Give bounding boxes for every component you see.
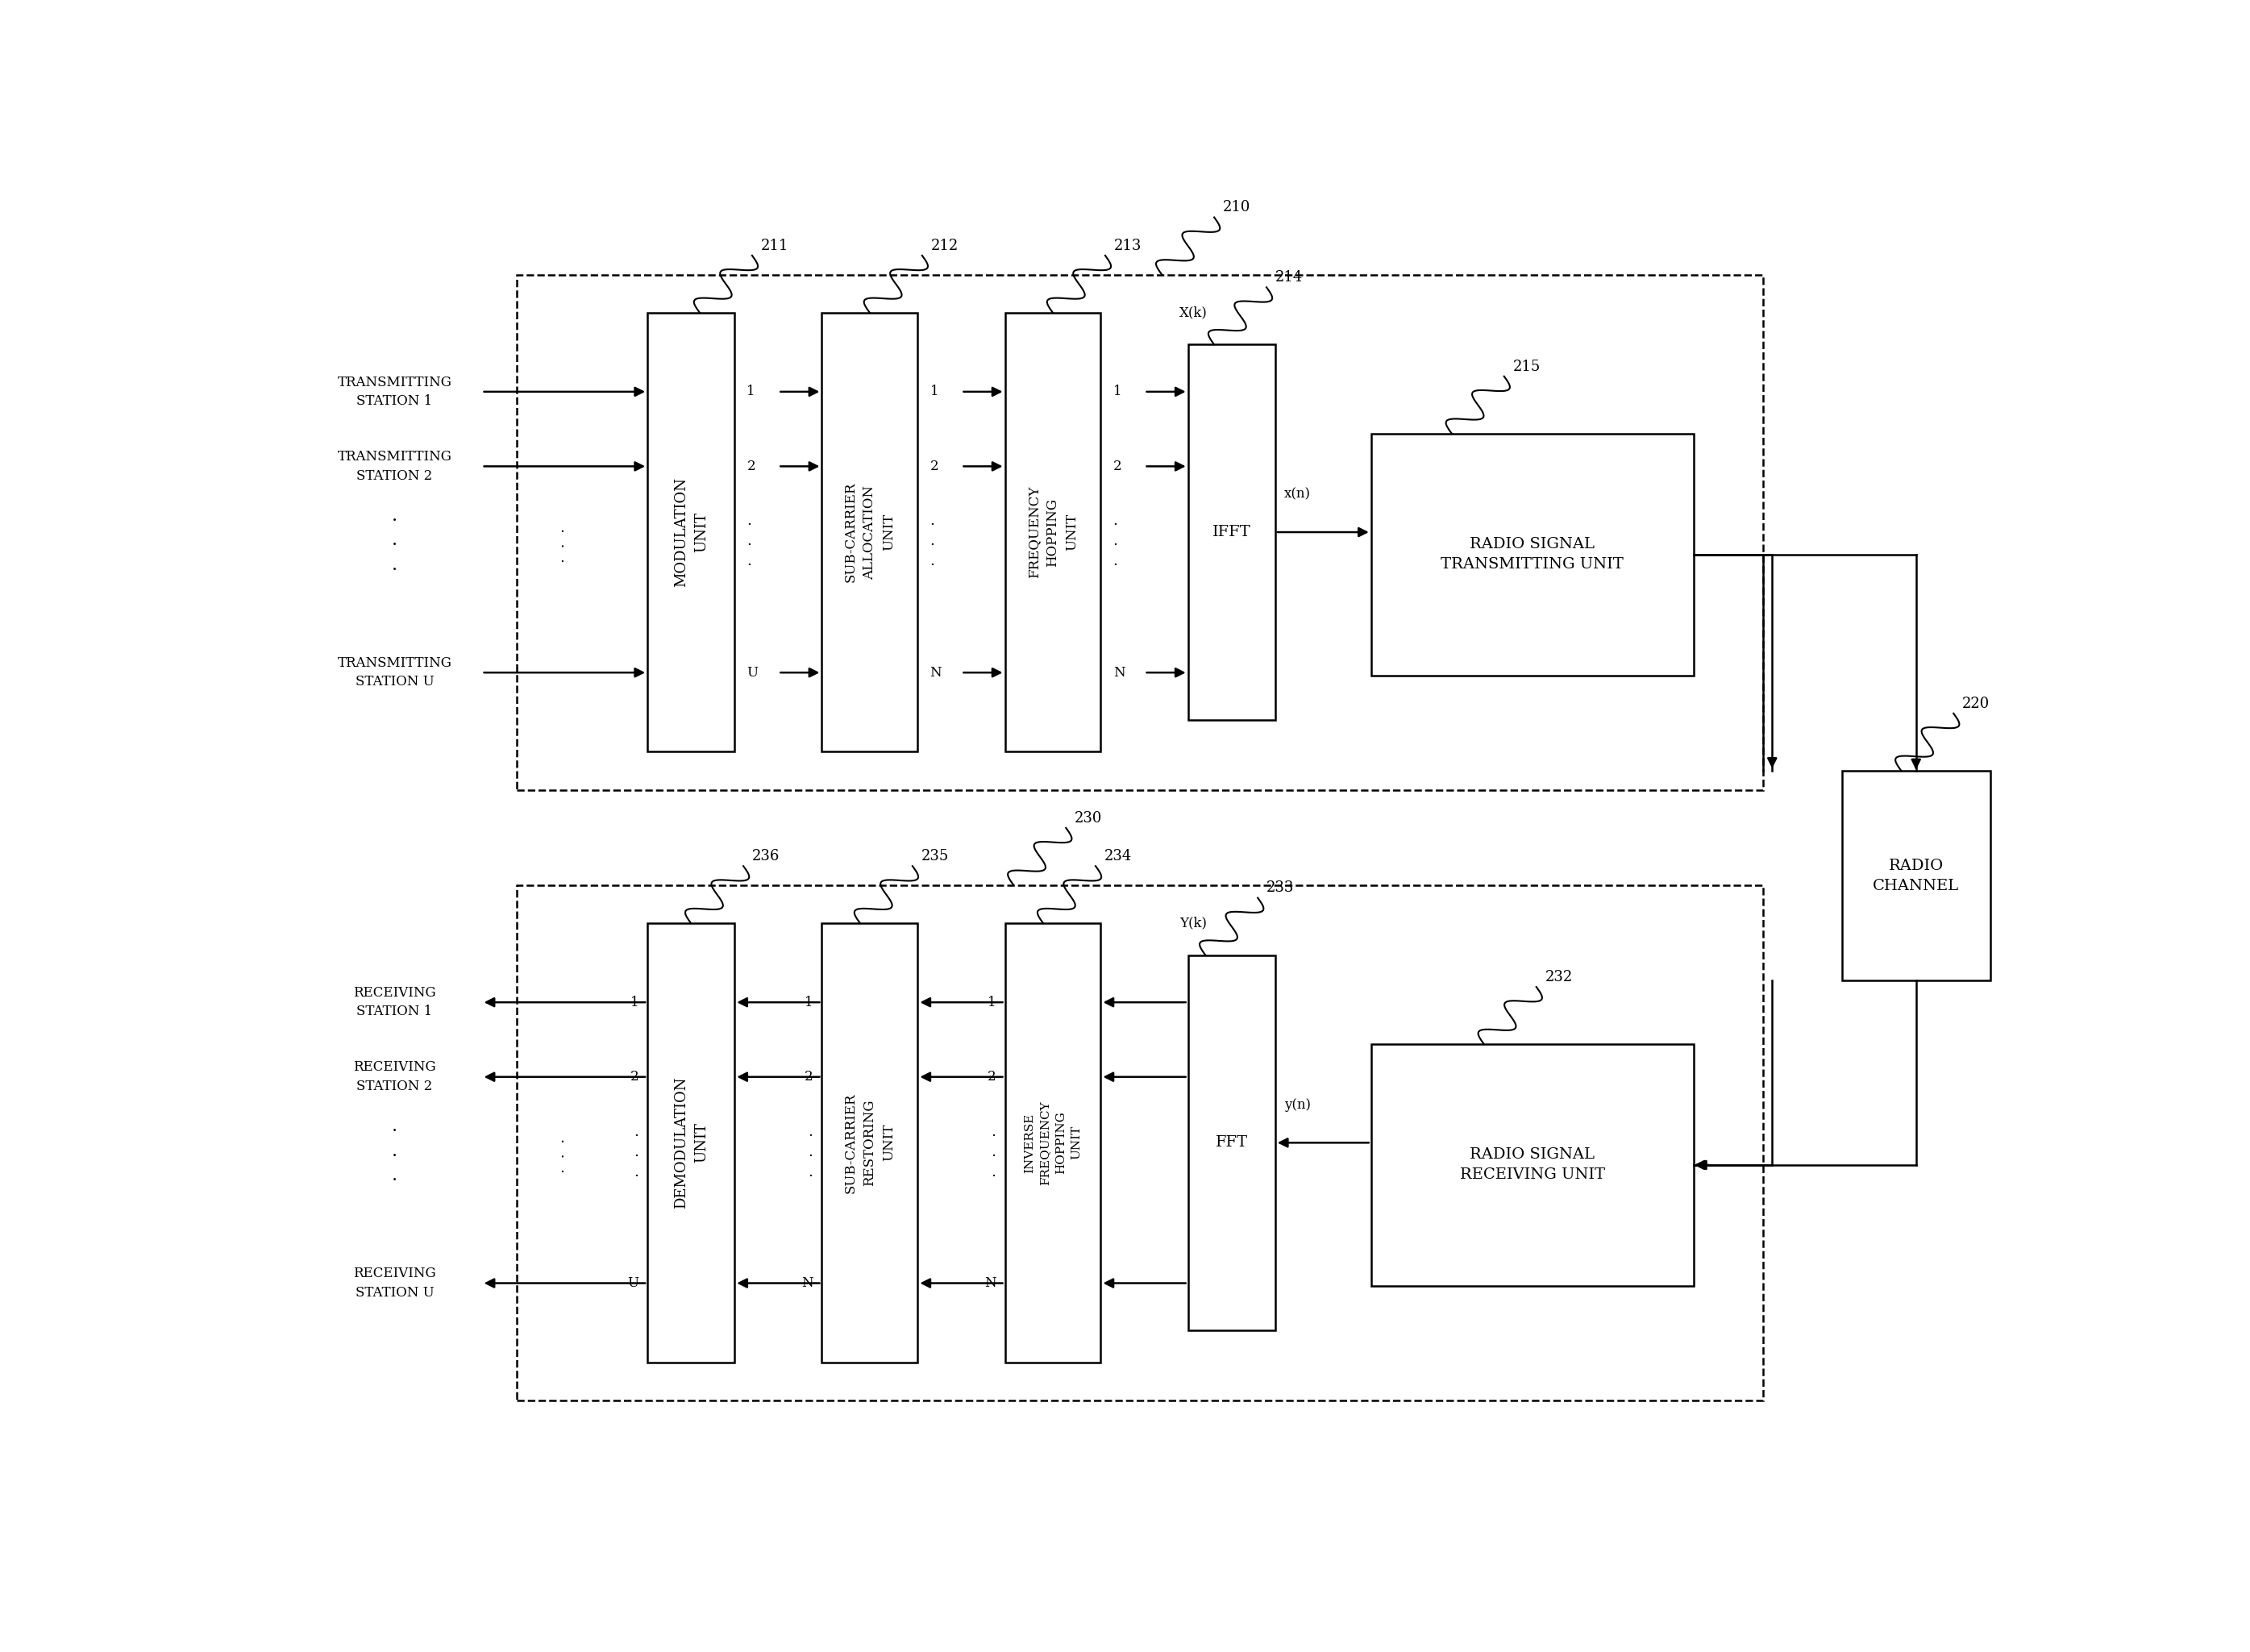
Text: ·  ·  ·: · · ·	[558, 529, 572, 563]
Text: 236: 236	[752, 849, 781, 864]
Text: 211: 211	[761, 238, 788, 253]
Bar	[1370, 433, 1694, 676]
Text: IFFT: IFFT	[1213, 525, 1251, 540]
Text: ·
·
·: · · ·	[992, 1128, 997, 1183]
Text: 232: 232	[1546, 970, 1573, 985]
Text: RADIO SIGNAL
RECEIVING UNIT: RADIO SIGNAL RECEIVING UNIT	[1460, 1148, 1604, 1183]
Bar	[518, 274, 1764, 790]
Bar	[1370, 1044, 1694, 1285]
Text: RECEIVING
STATION U: RECEIVING STATION U	[353, 1267, 437, 1300]
Bar	[1006, 923, 1100, 1363]
Text: ·
·
·: · · ·	[747, 519, 752, 573]
Text: ·  ·  ·: · · ·	[558, 1138, 572, 1173]
Bar	[648, 923, 734, 1363]
Text: 233: 233	[1267, 881, 1294, 895]
Text: TRANSMITTING
STATION 1: TRANSMITTING STATION 1	[338, 375, 452, 408]
Text: N: N	[929, 666, 943, 679]
Text: 230: 230	[1076, 811, 1102, 826]
Bar	[1188, 345, 1276, 720]
Text: SUB-CARRIER
RESTORING
UNIT: SUB-CARRIER RESTORING UNIT	[844, 1092, 896, 1193]
Text: N: N	[801, 1277, 812, 1290]
Text: 2: 2	[1114, 459, 1121, 472]
Text: 2: 2	[929, 459, 938, 472]
Text: 213: 213	[1114, 238, 1141, 253]
Text: MODULATION
UNIT: MODULATION UNIT	[673, 477, 709, 586]
Text: U: U	[628, 1277, 639, 1290]
Bar	[821, 923, 918, 1363]
Text: 235: 235	[920, 849, 950, 864]
Text: 1: 1	[806, 996, 812, 1009]
Text: 1: 1	[988, 996, 997, 1009]
Text: 215: 215	[1512, 358, 1541, 373]
Text: RECEIVING
STATION 2: RECEIVING STATION 2	[353, 1061, 437, 1094]
Text: 1: 1	[747, 385, 756, 398]
Text: x(n): x(n)	[1285, 487, 1310, 501]
Bar	[518, 885, 1764, 1401]
Text: RECEIVING
STATION 1: RECEIVING STATION 1	[353, 986, 437, 1019]
Bar	[1006, 312, 1100, 752]
Text: 2: 2	[806, 1070, 812, 1084]
Text: FREQUENCY
HOPPING
UNIT: FREQUENCY HOPPING UNIT	[1026, 486, 1078, 578]
Text: ·
·
·: · · ·	[634, 1128, 639, 1183]
Text: SUB-CARRIER
ALLOCATION
UNIT: SUB-CARRIER ALLOCATION UNIT	[844, 482, 896, 583]
Text: TRANSMITTING
STATION U: TRANSMITTING STATION U	[338, 656, 452, 689]
Text: 2: 2	[630, 1070, 639, 1084]
Bar	[821, 312, 918, 752]
Text: N: N	[1114, 666, 1125, 679]
Text: TRANSMITTING
STATION 2: TRANSMITTING STATION 2	[338, 449, 452, 482]
Text: N: N	[986, 1277, 997, 1290]
Text: 210: 210	[1224, 200, 1251, 215]
Text: y(n): y(n)	[1285, 1097, 1310, 1112]
Text: DEMODULATION
UNIT: DEMODULATION UNIT	[673, 1077, 709, 1209]
Text: 1: 1	[1114, 385, 1121, 398]
Text: 220: 220	[1962, 697, 1989, 710]
Text: X(k): X(k)	[1179, 306, 1208, 319]
Text: INVERSE
FREQUENCY
HOPPING
UNIT: INVERSE FREQUENCY HOPPING UNIT	[1024, 1100, 1082, 1184]
Text: 2: 2	[988, 1070, 997, 1084]
Text: 2: 2	[747, 459, 756, 472]
Text: ·
·
·: · · ·	[392, 1122, 398, 1189]
Text: FFT: FFT	[1215, 1135, 1249, 1150]
Text: U: U	[747, 666, 758, 679]
Text: 1: 1	[929, 385, 938, 398]
Text: 234: 234	[1105, 849, 1132, 864]
Text: ·
·
·: · · ·	[808, 1128, 812, 1183]
Bar	[648, 312, 734, 752]
Text: ·
·
·: · · ·	[929, 519, 934, 573]
Text: 214: 214	[1276, 271, 1303, 284]
Text: Y(k): Y(k)	[1179, 917, 1206, 930]
Text: RADIO
CHANNEL: RADIO CHANNEL	[1872, 859, 1960, 894]
Text: ·
·
·: · · ·	[1114, 519, 1118, 573]
Bar	[1188, 955, 1276, 1330]
Text: 212: 212	[932, 238, 958, 253]
Text: ·
·
·: · · ·	[392, 512, 398, 578]
Bar	[1843, 770, 1991, 981]
Text: 1: 1	[630, 996, 639, 1009]
Text: RADIO SIGNAL
TRANSMITTING UNIT: RADIO SIGNAL TRANSMITTING UNIT	[1440, 537, 1624, 572]
